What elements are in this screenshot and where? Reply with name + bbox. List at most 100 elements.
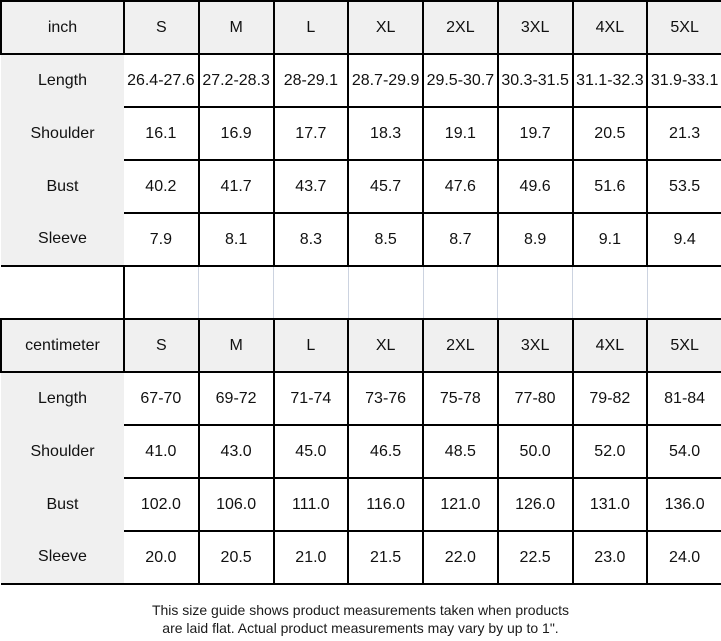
measurement-cell: 73-76	[347, 371, 424, 426]
measurement-cell: 28-29.1	[272, 53, 350, 108]
size-header-cell: 3XL	[496, 318, 574, 373]
size-header-cell: XL	[347, 0, 424, 55]
spacer-cell	[1, 265, 125, 320]
measurement-cell: 67-70	[124, 371, 200, 426]
measurement-cell: 28.7-29.9	[347, 53, 424, 108]
table-row: Sleeve 7.9 8.1 8.3 8.5 8.7 8.9 9.1 9.4	[1, 212, 721, 267]
measurement-cell: 53.5	[646, 159, 721, 214]
size-header-cell: 5XL	[646, 318, 721, 373]
table-row: Bust 102.0 106.0 111.0 116.0 121.0 126.0 131.0 1…	[1, 477, 721, 532]
note-line-1: This size guide shows product measuremen…	[151, 601, 570, 618]
row-label-cell: Sleeve	[1, 213, 124, 267]
size-header-cell: S	[123, 318, 200, 373]
table-row: Bust 40.2 41.7 43.7 45.7 47.6 49.6 51.6 53.5	[1, 159, 721, 214]
spacer-cell	[198, 265, 274, 320]
measurement-cell: 8.1	[197, 212, 275, 267]
size-guide-note: This size guide shows product measuremen…	[0, 585, 721, 641]
size-header-cell: 2XL	[422, 318, 499, 373]
measurement-cell: 106.0	[197, 477, 275, 532]
row-label-cell: Shoulder	[1, 425, 124, 478]
size-header-cell: M	[197, 0, 275, 55]
measurement-cell: 102.0	[124, 477, 200, 532]
measurement-cell: 9.4	[646, 212, 721, 267]
measurement-cell: 41.7	[197, 159, 275, 214]
measurement-cell: 27.2-28.3	[197, 53, 275, 108]
table-row: Length 67-70 69-72 71-74 73-76 75-78 77-80 79-8…	[1, 371, 721, 426]
measurement-cell: 20.0	[124, 530, 200, 585]
measurement-cell: 8.3	[272, 212, 350, 267]
measurement-cell: 21.3	[646, 106, 721, 161]
measurement-cell: 75-78	[422, 371, 499, 426]
measurement-cell: 81-84	[646, 371, 721, 426]
measurement-cell: 47.6	[422, 159, 499, 214]
measurement-cell: 71-74	[272, 371, 350, 426]
measurement-cell: 21.0	[272, 530, 350, 585]
measurement-cell: 131.0	[571, 477, 649, 532]
measurement-cell: 8.9	[496, 212, 574, 267]
measurement-cell: 54.0	[646, 424, 721, 479]
measurement-cell: 40.2	[124, 159, 200, 214]
row-label-cell: Bust	[1, 478, 124, 531]
table-row: Shoulder 41.0 43.0 45.0 46.5 48.5 50.0 52.0 54.0	[1, 424, 721, 479]
row-label-cell: Shoulder	[1, 107, 124, 160]
measurement-cell: 49.6	[496, 159, 574, 214]
measurement-cell: 136.0	[646, 477, 721, 532]
size-header-cell: 3XL	[496, 0, 574, 55]
measurement-cell: 41.0	[124, 424, 200, 479]
row-label-cell: Bust	[1, 160, 124, 213]
row-label-cell: Length	[1, 54, 124, 107]
measurement-cell: 51.6	[571, 159, 649, 214]
measurement-cell: 30.3-31.5	[496, 53, 574, 108]
table-row: Shoulder 16.1 16.9 17.7 18.3 19.1 19.7 20.5 21.3	[1, 106, 721, 161]
size-header-cell: L	[272, 0, 350, 55]
measurement-cell: 50.0	[496, 424, 574, 479]
row-label-cell: Length	[1, 372, 124, 425]
size-header-cell: S	[123, 0, 200, 55]
measurement-cell: 116.0	[347, 477, 424, 532]
measurement-cell: 22.5	[496, 530, 574, 585]
measurement-cell: 31.1-32.3	[571, 53, 649, 108]
measurement-cell: 20.5	[571, 106, 649, 161]
measurement-cell: 77-80	[496, 371, 574, 426]
measurement-cell: 16.1	[124, 106, 200, 161]
note-line-2: are laid flat. Actual product measuremen…	[162, 619, 559, 636]
size-guide-table: inch S M L XL 2XL 3XL 4XL 5XL Length 26.4-27.6 27.2…	[0, 0, 721, 585]
table-row: Sleeve 20.0 20.5 21.0 21.5 22.0 22.5 23.0 24.0	[1, 530, 721, 585]
unit-header-cell: centimeter	[0, 318, 125, 373]
spacer-cell	[422, 265, 499, 320]
measurement-cell: 52.0	[571, 424, 649, 479]
measurement-cell: 43.0	[197, 424, 275, 479]
measurement-cell: 46.5	[347, 424, 424, 479]
measurement-cell: 121.0	[422, 477, 499, 532]
measurement-cell: 19.1	[422, 106, 499, 161]
measurement-cell: 17.7	[272, 106, 350, 161]
spacer-cell	[347, 265, 424, 320]
size-header-cell: L	[272, 318, 350, 373]
spacer-cell	[497, 265, 573, 320]
measurement-cell: 126.0	[496, 477, 574, 532]
row-label-cell: Sleeve	[1, 531, 124, 585]
size-header-cell: 4XL	[571, 0, 649, 55]
measurement-cell: 45.0	[272, 424, 350, 479]
measurement-cell: 79-82	[571, 371, 649, 426]
measurement-cell: 8.5	[347, 212, 424, 267]
measurement-cell: 20.5	[197, 530, 275, 585]
spacer-cell	[273, 265, 349, 320]
measurement-cell: 69-72	[197, 371, 275, 426]
measurement-cell: 19.7	[496, 106, 574, 161]
spacer-row	[1, 265, 721, 320]
measurement-cell: 24.0	[646, 530, 721, 585]
measurement-cell: 29.5-30.7	[422, 53, 499, 108]
unit-header-row: centimeter S M L XL 2XL 3XL 4XL 5XL	[0, 318, 721, 373]
measurement-cell: 31.9-33.1	[646, 53, 721, 108]
unit-header-cell: inch	[0, 0, 125, 55]
spacer-cell	[123, 265, 200, 320]
measurement-cell: 7.9	[124, 212, 200, 267]
measurement-cell: 26.4-27.6	[124, 53, 200, 108]
measurement-cell: 43.7	[272, 159, 350, 214]
spacer-cell	[572, 265, 648, 320]
measurement-cell: 111.0	[272, 477, 350, 532]
size-header-cell: 5XL	[646, 0, 721, 55]
size-header-cell: 4XL	[571, 318, 649, 373]
